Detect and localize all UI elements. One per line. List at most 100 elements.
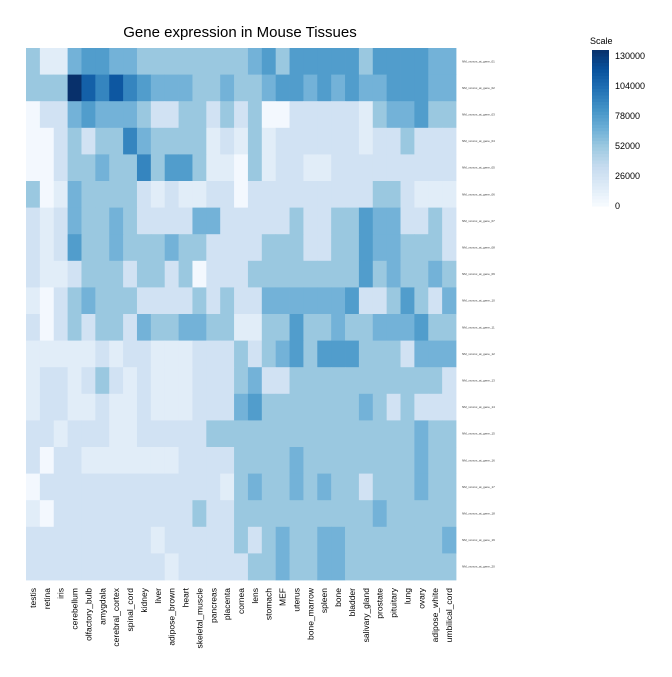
heatmap-cell — [372, 447, 388, 474]
heatmap-cell — [206, 287, 221, 315]
heatmap-cell — [400, 553, 415, 581]
heatmap-cell — [261, 447, 277, 474]
heatmap-cell — [234, 367, 249, 395]
heatmap-cell — [275, 340, 290, 368]
heatmap-cell — [39, 154, 55, 182]
heatmap-cell — [289, 234, 304, 262]
heatmap-cell — [358, 420, 374, 448]
column-label: testis — [28, 588, 38, 608]
heatmap-cell — [53, 500, 69, 528]
heatmap-cell — [95, 340, 110, 368]
heatmap-cell — [414, 207, 429, 235]
heatmap-cell — [331, 340, 346, 368]
heatmap-cell — [39, 340, 55, 368]
heatmap-cell — [136, 74, 152, 102]
heatmap-cell — [400, 447, 415, 474]
heatmap-cell — [81, 553, 96, 581]
heatmap-cell — [414, 420, 429, 448]
heatmap-cell — [303, 526, 318, 554]
heatmap-cell — [150, 207, 166, 235]
heatmap-cell — [331, 260, 346, 288]
heatmap-cell — [303, 154, 318, 182]
heatmap-cell — [178, 553, 193, 581]
heatmap-cell — [67, 420, 82, 448]
heatmap-cell — [331, 420, 346, 448]
heatmap-cell — [206, 340, 221, 368]
heatmap-cell — [39, 181, 55, 208]
heatmap-cell — [234, 287, 249, 315]
heatmap-cell — [164, 420, 179, 448]
column-label: salivary_gland — [361, 588, 371, 643]
legend-swatch — [592, 63, 609, 67]
heatmap-cell — [289, 207, 304, 235]
heatmap-cells — [26, 48, 457, 581]
legend-swatch — [592, 154, 609, 158]
heatmap-cell — [372, 473, 388, 501]
heatmap-cell — [317, 526, 332, 554]
heatmap-cell — [109, 234, 124, 262]
heatmap-cell — [247, 314, 263, 341]
column-label: iris — [56, 588, 66, 599]
heatmap-cell — [234, 154, 249, 182]
legend-swatch — [592, 50, 609, 54]
heatmap-cell — [372, 553, 388, 581]
heatmap-cell — [317, 447, 332, 474]
legend-swatch — [592, 202, 609, 207]
heatmap-cell — [400, 101, 415, 129]
legend-swatch — [592, 72, 609, 77]
heatmap-cell — [67, 500, 82, 528]
heatmap-cell — [39, 367, 55, 395]
heatmap-cell — [442, 207, 457, 235]
heatmap-cell — [442, 287, 457, 315]
heatmap-cell — [261, 526, 277, 554]
heatmap-cell — [358, 553, 374, 581]
heatmap-cell — [345, 314, 360, 341]
heatmap-cell — [81, 526, 96, 554]
heatmap-cell — [358, 260, 374, 288]
heatmap-cell — [234, 393, 249, 421]
heatmap-cell — [53, 101, 69, 129]
heatmap-cell — [247, 234, 263, 262]
heatmap-cell — [109, 526, 124, 554]
heatmap-cell — [220, 447, 235, 474]
heatmap-cell — [53, 393, 69, 421]
row-label: NM_xxxxxx_at_gene_14 — [462, 405, 495, 409]
heatmap-cell — [247, 287, 263, 315]
heatmap-cell — [26, 74, 41, 102]
heatmap-cell — [247, 260, 263, 288]
heatmap-cell — [178, 101, 193, 129]
heatmap-cell — [26, 447, 41, 474]
heatmap-cell — [178, 260, 193, 288]
heatmap-cell — [234, 340, 249, 368]
heatmap-cell — [331, 127, 346, 155]
legend-swatch — [592, 98, 609, 103]
column-label: placenta — [222, 588, 232, 620]
heatmap-cell — [414, 393, 429, 421]
heatmap-cell — [109, 553, 124, 581]
heatmap-cell — [39, 260, 55, 288]
heatmap-cell — [414, 500, 429, 528]
heatmap-cell — [261, 154, 277, 182]
heatmap-cell — [261, 127, 277, 155]
heatmap-cell — [386, 526, 401, 554]
heatmap-cell — [81, 181, 96, 208]
heatmap-cell — [428, 260, 443, 288]
legend-swatch — [592, 121, 609, 126]
heatmap-cell — [192, 207, 207, 235]
column-label: pituitary — [389, 587, 399, 618]
heatmap-cell — [109, 420, 124, 448]
heatmap-cell — [414, 340, 429, 368]
heatmap-cell — [442, 420, 457, 448]
heatmap-cell — [345, 553, 360, 581]
heatmap-cell — [136, 553, 152, 581]
heatmap-cell — [261, 553, 277, 581]
row-label: NM_xxxxxx_at_gene_13 — [462, 379, 495, 383]
heatmap-cell — [317, 101, 332, 129]
heatmap-cell — [345, 260, 360, 288]
heatmap-cell — [81, 48, 96, 75]
heatmap-cell — [178, 526, 193, 554]
heatmap-cell — [178, 340, 193, 368]
heatmap-cell — [220, 181, 235, 208]
heatmap-cell — [400, 367, 415, 395]
column-label: adipose_white — [430, 588, 440, 643]
